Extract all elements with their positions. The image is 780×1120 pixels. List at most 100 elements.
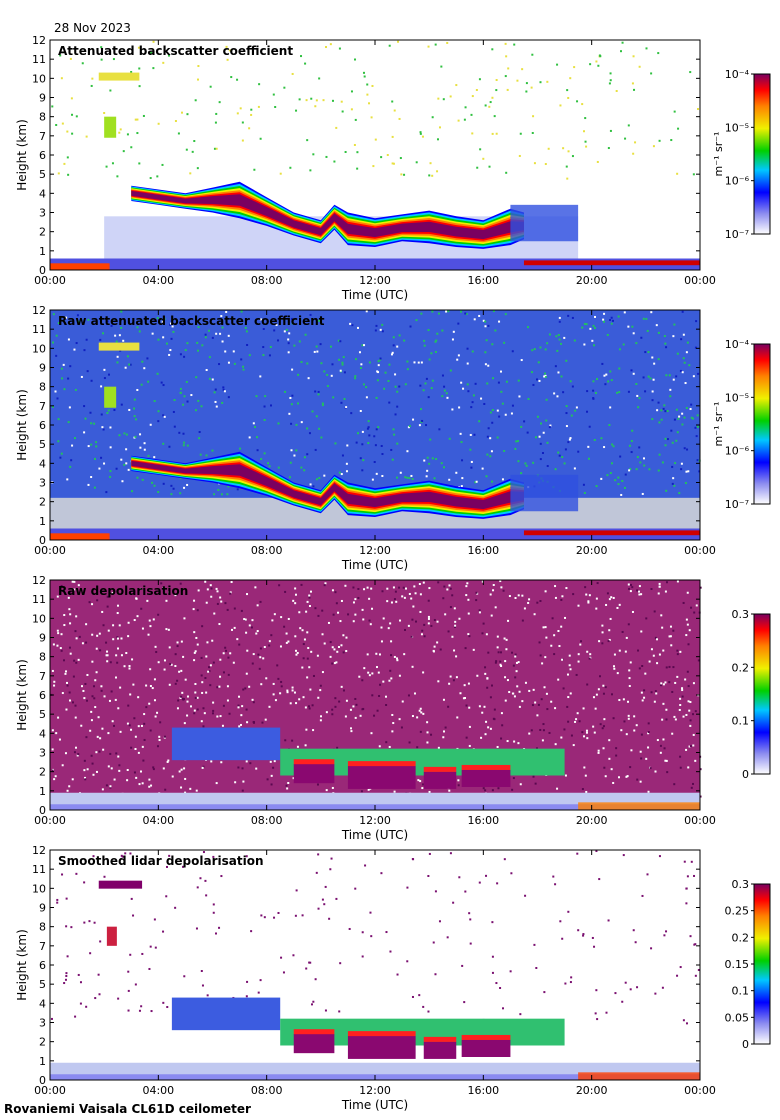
noise-speck	[451, 594, 454, 597]
noise-speck	[390, 640, 393, 643]
noise-speck	[386, 587, 389, 590]
noise-speck	[621, 479, 624, 482]
noise-speck	[449, 852, 452, 855]
noise-speck	[594, 707, 597, 710]
noise-speck	[278, 584, 281, 587]
noise-speck	[291, 394, 294, 397]
noise-speck	[630, 369, 633, 372]
noise-speck	[259, 375, 262, 378]
noise-speck	[300, 55, 303, 58]
noise-speck	[336, 650, 339, 653]
noise-speck	[245, 855, 248, 858]
noise-speck	[465, 704, 468, 707]
noise-speck	[603, 320, 606, 323]
noise-speck	[265, 677, 268, 680]
noise-speck	[605, 1011, 608, 1014]
noise-speck	[372, 165, 375, 168]
noise-speck	[483, 705, 486, 708]
noise-speck	[582, 483, 585, 486]
noise-speck	[622, 698, 625, 701]
noise-speck	[55, 334, 58, 337]
noise-speck	[532, 775, 535, 778]
noise-speck	[127, 989, 130, 992]
noise-speck	[526, 326, 529, 329]
noise-speck	[650, 691, 653, 694]
noise-speck	[330, 857, 333, 860]
noise-speck	[697, 968, 700, 971]
noise-speck	[347, 613, 350, 616]
noise-speck	[319, 343, 322, 346]
noise-speck	[339, 962, 342, 965]
depol-edge	[347, 761, 416, 767]
noise-speck	[351, 324, 354, 327]
noise-speck	[71, 778, 74, 781]
noise-speck	[544, 590, 547, 593]
noise-speck	[554, 585, 557, 588]
noise-speck	[636, 394, 639, 397]
noise-speck	[273, 916, 276, 919]
y-tick-label: 9	[39, 632, 46, 645]
noise-speck	[496, 646, 499, 649]
noise-speck	[67, 421, 70, 424]
noise-speck	[168, 445, 171, 448]
noise-speck	[553, 392, 556, 395]
noise-speck	[673, 110, 676, 113]
noise-speck	[469, 433, 472, 436]
noise-speck	[90, 443, 93, 446]
noise-speck	[318, 77, 321, 80]
noise-speck	[341, 110, 344, 113]
noise-speck	[136, 118, 139, 121]
noise-speck	[423, 459, 426, 462]
noise-speck	[392, 722, 395, 725]
noise-speck	[499, 660, 502, 663]
noise-speck	[685, 407, 688, 410]
noise-speck	[377, 426, 380, 429]
noise-speck	[672, 335, 675, 338]
noise-speck	[685, 887, 688, 890]
y-tick-label: 12	[32, 304, 46, 317]
noise-speck	[486, 382, 489, 385]
noise-speck	[284, 739, 287, 742]
noise-speck	[636, 456, 639, 459]
noise-speck	[442, 597, 445, 600]
noise-speck	[179, 387, 182, 390]
noise-speck	[428, 358, 431, 361]
noise-speck	[467, 598, 470, 601]
noise-speck	[84, 778, 87, 781]
noise-speck	[628, 587, 631, 590]
noise-speck	[59, 54, 62, 57]
noise-speck	[428, 174, 431, 177]
noise-speck	[99, 649, 102, 652]
noise-speck	[359, 457, 362, 460]
noise-speck	[210, 760, 213, 763]
noise-speck	[219, 596, 222, 599]
noise-speck	[608, 739, 611, 742]
noise-speck	[581, 103, 584, 106]
noise-speck	[186, 113, 189, 116]
noise-speck	[68, 608, 71, 611]
noise-speck	[654, 690, 657, 693]
noise-speck	[554, 883, 557, 886]
noise-speck	[245, 672, 248, 675]
noise-speck	[152, 618, 155, 621]
noise-speck	[165, 342, 168, 345]
noise-speck	[664, 437, 667, 440]
noise-speck	[331, 363, 334, 366]
noise-speck	[582, 933, 585, 936]
noise-speck	[526, 431, 529, 434]
noise-speck	[287, 640, 290, 643]
noise-speck	[285, 641, 288, 644]
noise-speck	[415, 161, 418, 164]
noise-speck	[468, 744, 471, 747]
noise-speck	[562, 147, 565, 150]
noise-speck	[453, 607, 456, 610]
noise-speck	[660, 409, 663, 412]
noise-speck	[693, 874, 696, 877]
noise-speck	[380, 640, 383, 643]
noise-speck	[345, 636, 348, 639]
noise-speck	[643, 696, 646, 699]
noise-speck	[306, 600, 309, 603]
noise-speck	[609, 72, 612, 75]
noise-speck	[644, 672, 647, 675]
noise-speck	[464, 647, 467, 650]
